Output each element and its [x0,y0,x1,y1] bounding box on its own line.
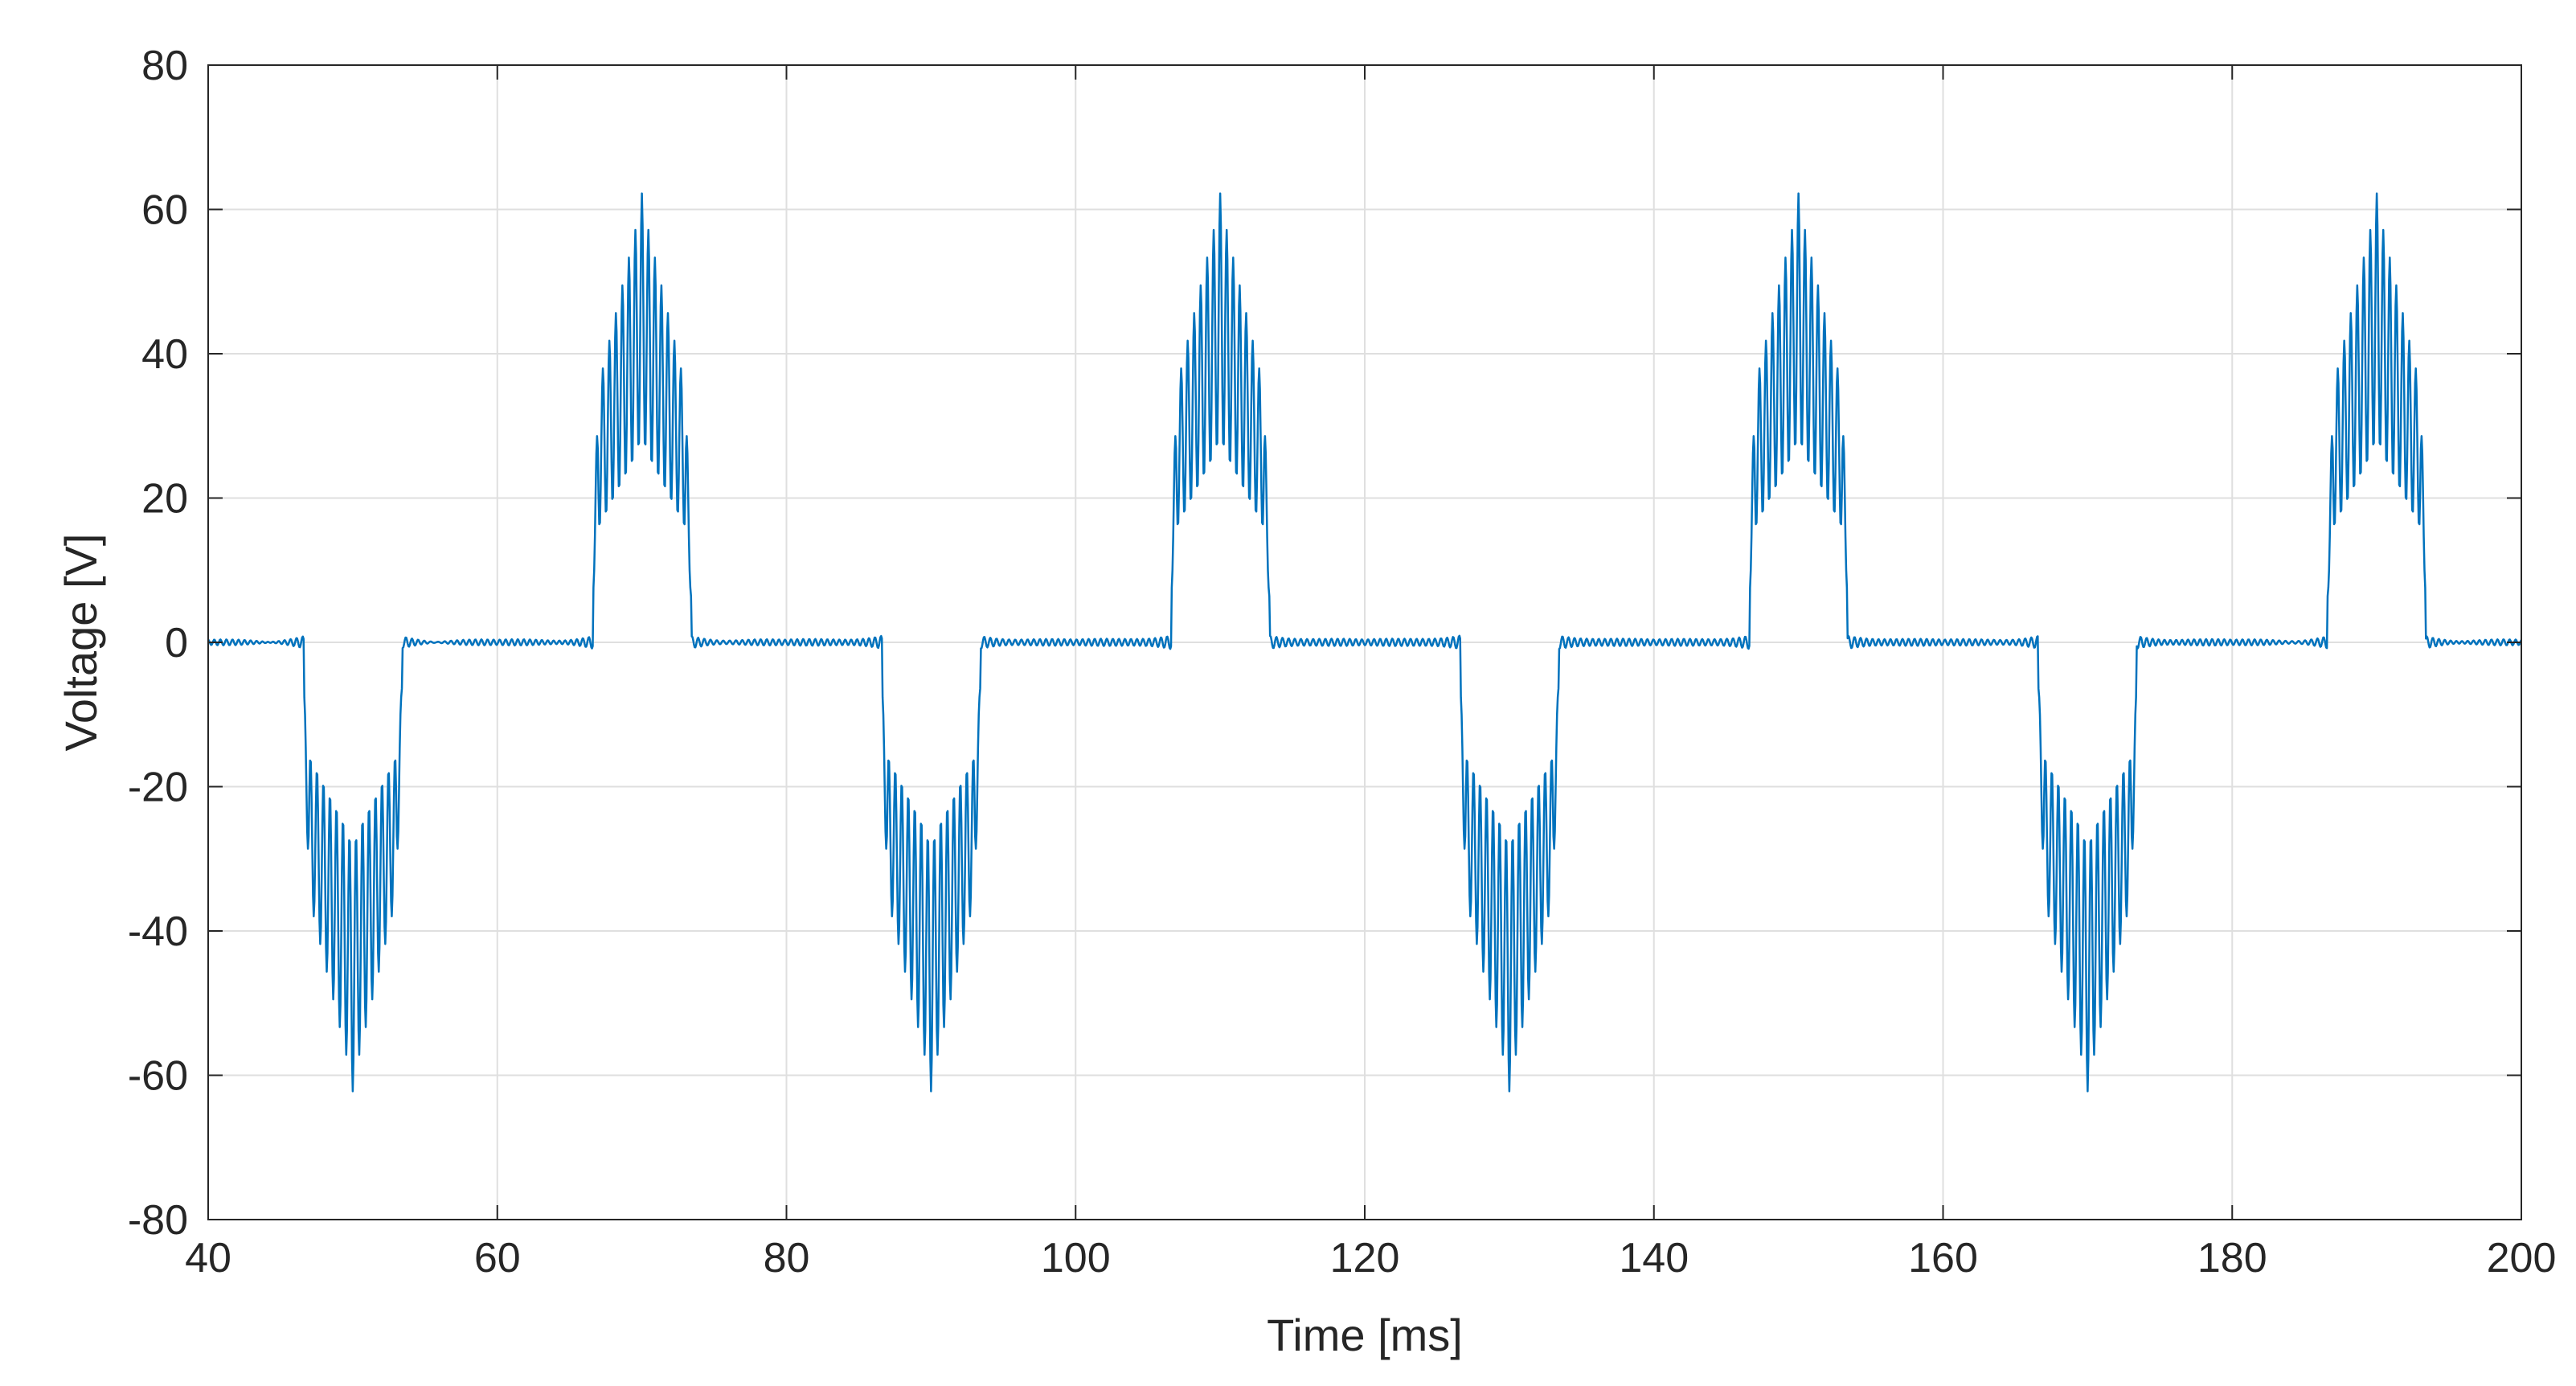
x-tick-label: 80 [764,1235,810,1281]
y-tick-labels: -80 -60 -40 -20 0 20 40 60 80 [128,43,188,1244]
y-tick-label: 0 [165,620,188,666]
y-tick-label: -60 [128,1053,188,1100]
x-tick-label: 140 [1619,1235,1689,1281]
y-tick-label: 40 [141,331,188,378]
x-tick-label: 60 [474,1235,521,1281]
y-tick-label: 20 [141,476,188,523]
tick-marks [207,64,2522,1220]
x-tick-label: 40 [185,1235,231,1281]
y-tick-label: 60 [141,187,188,234]
y-tick-label: -80 [128,1197,188,1244]
x-tick-label: 100 [1041,1235,1111,1281]
signal-layer [207,192,2523,1093]
x-tick-label: 120 [1330,1235,1400,1281]
y-axis-label: Voltage [V] [55,534,106,752]
y-tick-label: -20 [128,765,188,811]
x-axis-label: Time [ms] [1267,1310,1463,1360]
x-tick-label: 200 [2487,1235,2557,1281]
x-tick-label: 180 [2197,1235,2267,1281]
y-tick-label: 80 [141,43,188,89]
voltage-series-line [207,192,2523,1093]
y-tick-label: -40 [128,908,188,955]
x-tick-label: 160 [1908,1235,1978,1281]
x-tick-labels: 40 60 80 100 120 140 160 180 200 [185,1235,2556,1281]
